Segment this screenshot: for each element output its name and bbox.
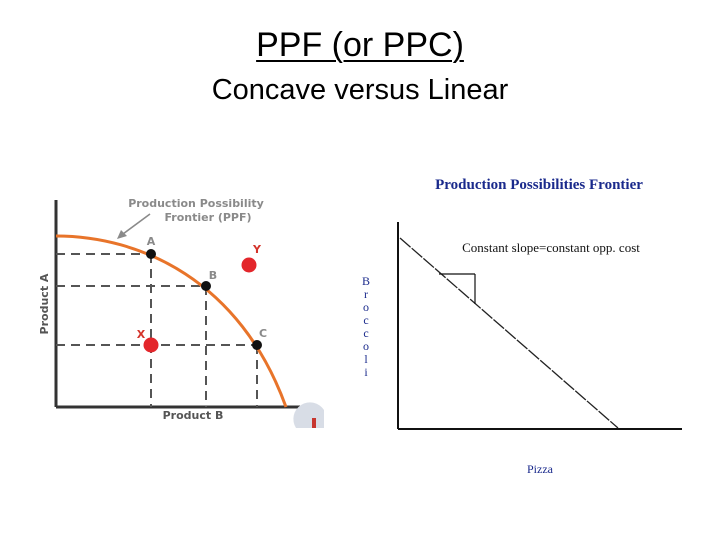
slide-subtitle: Concave versus Linear — [211, 74, 509, 106]
slope-note: Constant slope=constant opp. cost — [462, 240, 640, 255]
label-c: C — [259, 327, 267, 340]
y-label-letter: c — [363, 326, 368, 340]
point-y — [241, 257, 257, 273]
callout-arrow — [122, 213, 151, 235]
concave-ppf-figure: Production Possibility Frontier (PPF) A … — [38, 197, 324, 428]
callout-line-2: Frontier (PPF) — [164, 211, 251, 224]
y-label-letter: c — [363, 313, 368, 327]
point-b — [201, 281, 211, 291]
left-y-axis-label: Product A — [38, 273, 51, 334]
guide-lines — [56, 253, 258, 407]
point-c — [252, 340, 262, 350]
logo-fragment-icon — [293, 402, 324, 428]
ppf-curve — [55, 234, 288, 408]
y-label-letter: B — [362, 274, 370, 288]
point-a — [146, 249, 156, 259]
y-label-letter: o — [363, 339, 369, 353]
label-b: B — [209, 269, 217, 282]
callout-line-1: Production Possibility — [128, 197, 264, 210]
y-label-letter: o — [363, 300, 369, 314]
y-label-letter: r — [364, 287, 368, 301]
linear-ppf-figure: Production Possibilities Frontier Consta… — [362, 177, 682, 476]
label-a: A — [147, 235, 156, 248]
y-label-letter: i — [364, 365, 368, 379]
logo-fragment-mark — [312, 418, 316, 428]
slide-title: PPF (or PPC) — [256, 26, 464, 64]
point-x — [143, 337, 159, 353]
right-y-axis-label: B r o c c o l i — [362, 274, 370, 379]
label-y: Y — [252, 243, 262, 256]
callout-arrowhead — [117, 230, 127, 239]
right-x-axis-label: Pizza — [527, 462, 554, 476]
linear-frontier-line — [399, 237, 619, 429]
y-label-letter: l — [364, 352, 368, 366]
label-x: X — [137, 328, 146, 341]
left-x-axis-label: Product B — [163, 409, 224, 422]
right-chart-title: Production Possibilities Frontier — [435, 177, 643, 193]
